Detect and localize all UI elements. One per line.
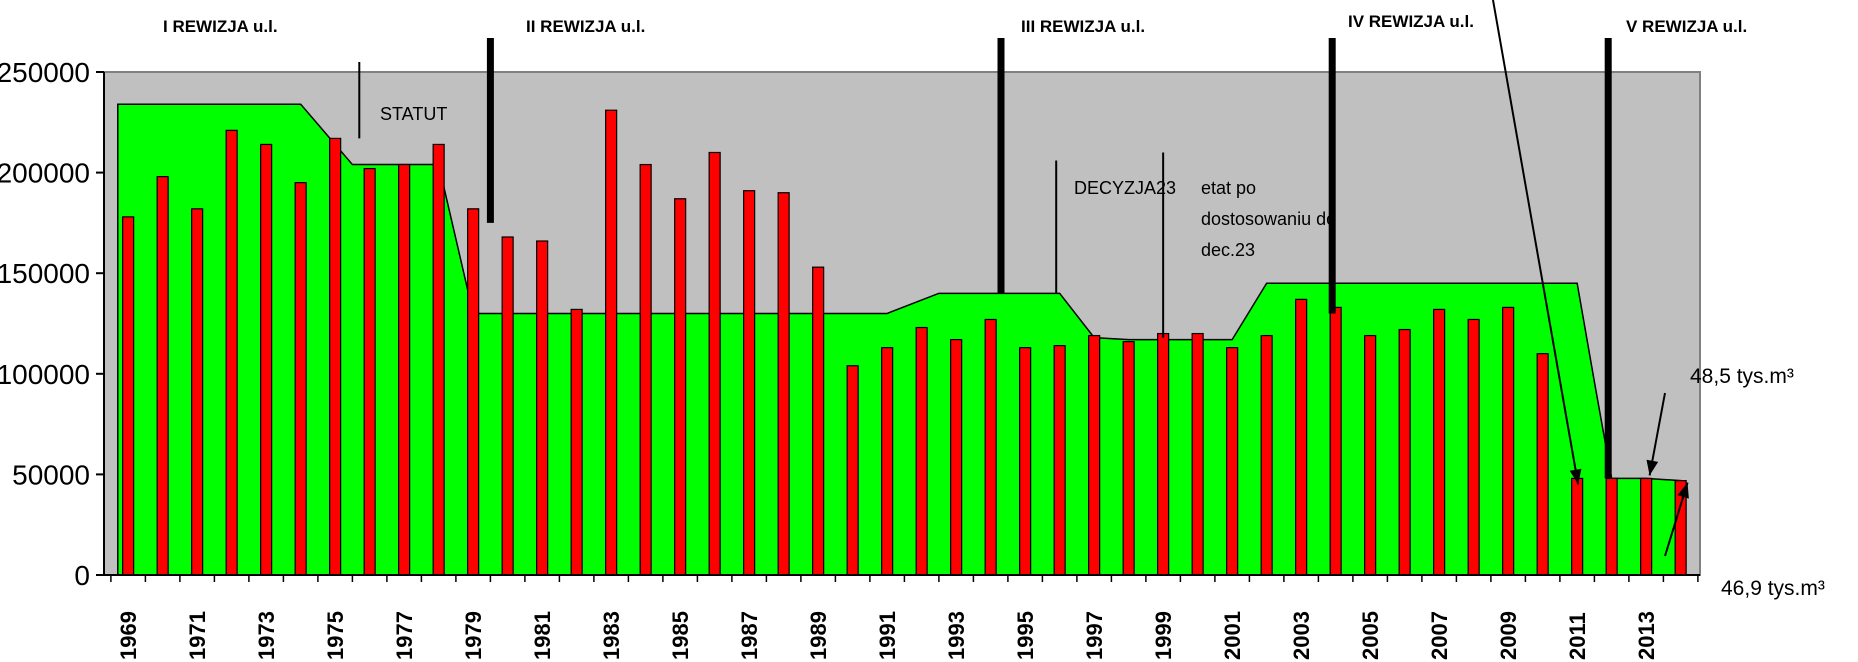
bar-1973: [260, 143, 273, 576]
revision-label-1: I REWIZJA u.l.: [163, 17, 278, 36]
x-tick-label-2009: 2009: [1496, 611, 1521, 660]
revision-label-2: II REWIZJA u.l.: [526, 17, 645, 36]
x-tick-label-1997: 1997: [1082, 611, 1107, 660]
bar-2004: [1329, 306, 1342, 576]
y-tick-label-250000: 250000: [0, 57, 90, 88]
bar-2001: [1226, 347, 1239, 576]
bar-1991: [881, 347, 894, 576]
x-tick-label-1993: 1993: [944, 611, 969, 660]
bar-1996: [1053, 345, 1066, 576]
revision-label-5: V REWIZJA u.l.: [1626, 17, 1747, 36]
bar-1981: [536, 240, 549, 576]
bar-1979: [467, 208, 480, 576]
bar-2006: [1398, 328, 1411, 576]
bar-1978: [432, 143, 445, 576]
revision-iv-arrow-head: [1569, 468, 1582, 485]
revision-iv-arrow-shaft: [1492, 0, 1580, 485]
volume-label-46-9: 46,9 tys.m³: [1721, 577, 1825, 600]
y-tick-label-200000: 200000: [0, 158, 90, 189]
bar-2003: [1295, 298, 1308, 576]
bar-1985: [674, 198, 687, 576]
bar-2007: [1433, 308, 1446, 576]
x-tick-label-1981: 1981: [530, 611, 555, 660]
bar-1999: [1157, 332, 1170, 576]
annotation-4: dostosowaniu do: [1201, 209, 1336, 229]
bar-1993: [950, 338, 963, 576]
volume-label-48-5: 48,5 tys.m³: [1690, 365, 1794, 388]
bar-1977: [398, 163, 411, 576]
bar-1982: [570, 308, 583, 576]
revision-label-4: IV REWIZJA u.l.: [1348, 12, 1474, 31]
y-tick-label-150000: 150000: [0, 258, 90, 289]
annotation-3: etat po: [1201, 178, 1256, 198]
bar-1992: [915, 326, 928, 576]
x-tick-label-2013: 2013: [1634, 611, 1659, 660]
bar-1988: [777, 192, 790, 576]
bar-1998: [1122, 341, 1135, 576]
bar-2013: [1640, 477, 1653, 576]
bar-2005: [1364, 334, 1377, 576]
x-tick-label-1989: 1989: [806, 611, 831, 660]
bar-2011: [1571, 477, 1584, 576]
x-tick-label-1999: 1999: [1151, 611, 1176, 660]
bar-1997: [1088, 334, 1101, 576]
x-tick-label-2007: 2007: [1427, 611, 1452, 660]
bar-1971: [191, 208, 204, 576]
annotation-1: STATUT: [380, 104, 447, 124]
bar-1990: [846, 365, 859, 576]
y-tick-label-0: 0: [74, 560, 90, 591]
bar-1987: [743, 190, 756, 576]
x-tick-label-2003: 2003: [1289, 611, 1314, 660]
bar-2009: [1502, 306, 1515, 576]
bar-1984: [639, 163, 652, 576]
bar-2012: [1605, 477, 1618, 576]
x-tick-label-2001: 2001: [1220, 611, 1245, 660]
y-tick-label-100000: 100000: [0, 359, 90, 390]
x-tick-label-1995: 1995: [1013, 611, 1038, 660]
bar-1995: [1019, 347, 1032, 576]
x-tick-label-1977: 1977: [392, 611, 417, 660]
bar-1980: [501, 236, 514, 576]
x-tick-label-2005: 2005: [1358, 611, 1383, 660]
x-tick-label-1985: 1985: [668, 611, 693, 660]
volume-46-9-arrow-head: [1677, 482, 1689, 499]
bar-2010: [1536, 353, 1549, 576]
revision-label-3: III REWIZJA u.l.: [1021, 17, 1145, 36]
x-tick-label-1987: 1987: [737, 611, 762, 660]
bar-1983: [605, 109, 618, 576]
bar-1994: [984, 318, 997, 576]
bar-2000: [1191, 332, 1204, 576]
x-tick-label-1969: 1969: [116, 611, 141, 660]
annotation-5: dec.23: [1201, 240, 1255, 260]
bar-1974: [294, 182, 307, 576]
bar-1975: [329, 137, 342, 576]
y-tick-label-50000: 50000: [12, 459, 90, 490]
x-tick-label-1973: 1973: [254, 611, 279, 660]
bar-1972: [225, 129, 238, 576]
bar-1989: [812, 266, 825, 576]
bar-1976: [363, 167, 376, 576]
volume-48-5-arrow-head: [1646, 459, 1659, 476]
annotation-2: DECYZJA23: [1074, 178, 1176, 198]
bar-1970: [156, 176, 169, 576]
bar-2002: [1260, 334, 1273, 576]
bar-1969: [122, 216, 135, 576]
x-tick-label-1991: 1991: [875, 611, 900, 660]
x-tick-label-1979: 1979: [461, 611, 486, 660]
x-tick-label-1983: 1983: [599, 611, 624, 660]
bar-2008: [1467, 318, 1480, 576]
bar-1986: [708, 151, 721, 576]
x-tick-label-1975: 1975: [323, 611, 348, 660]
x-tick-label-1971: 1971: [185, 611, 210, 660]
x-tick-label-2011: 2011: [1565, 612, 1590, 660]
